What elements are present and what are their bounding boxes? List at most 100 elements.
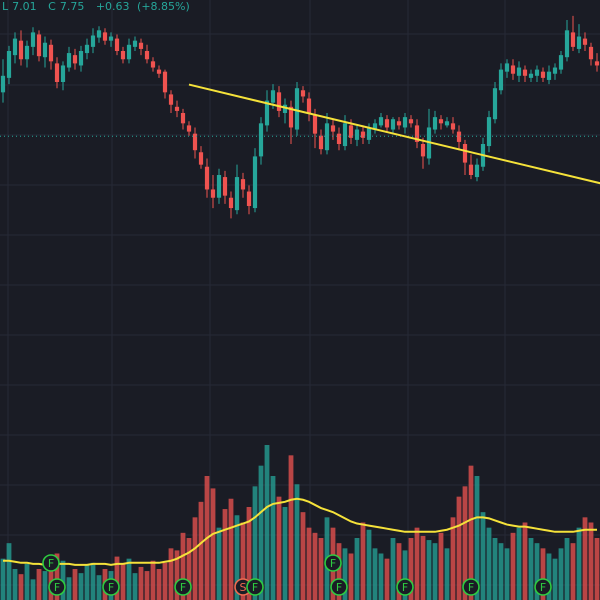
marker-f-label: F [108,581,114,594]
candle-body [180,113,186,124]
volume-bar [342,548,348,600]
candle-body [534,69,540,76]
candle-body [90,35,96,47]
volume-bar [546,553,552,600]
volume-bar [564,538,570,600]
candle-body [132,40,138,47]
volume-bar [492,538,498,600]
candle-body [324,123,330,151]
volume-bar [222,509,228,600]
volume-bar [36,569,42,600]
volume-bar [24,563,30,600]
volume-bar [282,507,288,600]
candle-body [216,175,222,198]
volume-bar [258,465,264,600]
candle-body [306,98,312,113]
candle-body [60,65,66,82]
candle-body [468,164,474,175]
marker-f-label: F [48,557,54,570]
volume-bar [60,560,66,600]
candle-body [450,123,456,130]
candle-body [564,30,570,58]
candle-body [288,106,294,128]
candle-body [246,191,252,206]
candle-body [192,133,198,151]
volume-bar [42,571,48,600]
volume-bar [192,517,198,600]
candle-body [66,53,72,68]
candle-body [228,197,234,209]
candle-body [492,88,498,120]
marker-f-label: F [330,557,336,570]
volume-bar [378,553,384,600]
volume-bar [114,556,120,600]
candle-body [84,44,90,54]
marker-f-circle [330,578,348,596]
candle-body [126,44,132,60]
volume-bar [504,548,510,600]
candle-body [504,63,510,72]
volume-bar [216,527,222,600]
candle-body [270,90,276,103]
volume-bar [234,515,240,600]
candle-body [72,55,78,64]
candle-body [510,65,516,74]
candle-body [168,94,174,105]
candle-body [462,144,468,163]
volume-bar [162,562,168,600]
volume-bar [588,522,594,600]
candle-body [96,30,102,38]
volume-bar [390,538,396,600]
candle-body [354,129,360,140]
trendline [188,83,600,185]
volume-bar [228,498,234,600]
candle-body [558,55,564,70]
candle-body [366,127,372,140]
candle-body [318,135,324,150]
candle-body [588,46,594,60]
volume-bar [528,538,534,600]
volume-bar [552,558,558,600]
candle-body [408,119,414,124]
volume-bar [168,548,174,600]
candle-body [312,115,318,134]
marker-s-label: S [240,581,247,594]
volume-bar [210,488,216,600]
candle-body [336,133,342,144]
candle-body [114,38,120,51]
candle-body [24,45,30,60]
volume-bar [300,512,306,600]
marker-f-circle [396,578,414,596]
candle-body [120,51,126,60]
volume-bar [186,538,192,600]
candle-body [528,73,534,78]
candle-body [594,61,600,66]
volume-bar [396,543,402,600]
candle-body [570,32,576,47]
volume-bar [156,569,162,600]
marker-f-label: F [540,581,546,594]
candle-body [282,104,288,113]
candle-body [30,32,36,47]
candle-body [144,51,150,60]
candle-body [198,152,204,165]
candle-body [360,131,366,138]
marker-f-circle [174,578,192,596]
volume-bar [252,486,258,600]
candle-body [42,42,48,58]
candle-body [294,88,300,130]
volume-bar [270,476,276,600]
volume-bar [414,527,420,600]
marker-f-label: F [468,581,474,594]
volume-bar [366,529,372,600]
volume-bar [450,517,456,600]
candle-body [162,71,168,93]
volume-bar [264,445,270,600]
volume-bar [84,564,90,600]
volume-bar [6,543,12,600]
candle-body [78,51,84,66]
marker-f-circle [48,578,66,596]
volume-bar [558,548,564,600]
